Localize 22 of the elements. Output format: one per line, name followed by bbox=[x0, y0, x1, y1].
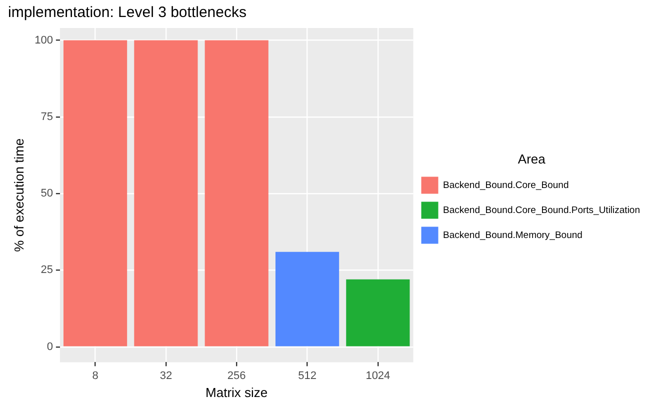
x-axis-title: Matrix size bbox=[206, 384, 268, 400]
legend-title: Area bbox=[518, 151, 546, 166]
bar bbox=[346, 279, 410, 346]
bar bbox=[63, 40, 128, 346]
x-tick-label: 1024 bbox=[366, 370, 390, 382]
legend-label: Backend_Bound.Core_Bound bbox=[443, 180, 569, 191]
x-tick-label: 256 bbox=[227, 370, 246, 382]
bar bbox=[134, 40, 198, 346]
bar bbox=[204, 40, 268, 346]
legend-label: Backend_Bound.Memory_Bound bbox=[443, 230, 582, 241]
legend-label: Backend_Bound.Core_Bound.Ports_Utilization bbox=[443, 204, 640, 216]
y-tick-label: 25 bbox=[40, 264, 53, 276]
y-tick-label: 75 bbox=[40, 110, 53, 123]
y-tick-label: 100 bbox=[34, 34, 53, 46]
x-tick-label: 512 bbox=[298, 370, 316, 382]
y-tick-label: 50 bbox=[40, 188, 53, 200]
x-tick-label: 8 bbox=[92, 370, 98, 382]
bar bbox=[275, 252, 340, 346]
y-tick-label: 0 bbox=[46, 340, 53, 353]
chart-title: implementation: Level 3 bottlenecks bbox=[8, 4, 246, 22]
x-tick-label: 32 bbox=[160, 370, 172, 382]
y-axis-title: % of execution time bbox=[11, 138, 26, 252]
